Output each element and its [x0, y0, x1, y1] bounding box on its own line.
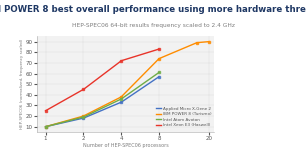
Intel Atom Avoton [44, 126, 47, 128]
Line: Applied Micro X-Gene 2: Applied Micro X-Gene 2 [46, 77, 159, 127]
IBM POWER 8 (Turismo) [50, 124, 54, 126]
Intel Xeon E3 (Haswell) [48, 107, 52, 109]
Text: HEP-SPEC06 64-bit results frequency scaled to 2.4 GHz: HEP-SPEC06 64-bit results frequency scal… [72, 23, 234, 28]
IBM POWER 8 (Turismo) [87, 112, 91, 114]
IBM POWER 8 (Turismo) [54, 123, 57, 125]
Applied Micro X-Gene 2 [151, 80, 155, 82]
Intel Atom Avoton [65, 120, 69, 122]
Text: IBM POWER 8 best overall performance using more hardware threads: IBM POWER 8 best overall performance usi… [0, 5, 306, 14]
Applied Micro X-Gene 2 [74, 119, 78, 121]
IBM POWER 8 (Turismo) [207, 41, 211, 43]
Applied Micro X-Gene 2 [65, 121, 69, 123]
X-axis label: Number of HEP-SPEC06 processors: Number of HEP-SPEC06 processors [83, 143, 168, 148]
Applied Micro X-Gene 2 [50, 124, 54, 126]
IBM POWER 8 (Turismo) [193, 42, 197, 44]
Line: Intel Atom Avoton: Intel Atom Avoton [46, 72, 159, 127]
Intel Atom Avoton [157, 71, 161, 73]
Applied Micro X-Gene 2 [48, 125, 52, 127]
Intel Xeon E3 (Haswell) [74, 93, 78, 95]
Intel Xeon E3 (Haswell) [50, 106, 54, 108]
Applied Micro X-Gene 2 [147, 82, 151, 84]
Intel Atom Avoton [48, 125, 52, 127]
Line: IBM POWER 8 (Turismo): IBM POWER 8 (Turismo) [46, 42, 209, 127]
Applied Micro X-Gene 2 [44, 126, 47, 128]
Intel Atom Avoton [147, 78, 151, 80]
Intel Xeon E3 (Haswell) [65, 98, 69, 100]
IBM POWER 8 (Turismo) [74, 117, 78, 119]
Intel Xeon E3 (Haswell) [147, 51, 151, 53]
IBM POWER 8 (Turismo) [199, 41, 203, 43]
Applied Micro X-Gene 2 [157, 76, 161, 78]
Intel Xeon E3 (Haswell) [151, 50, 155, 52]
Intel Atom Avoton [50, 124, 54, 126]
Line: Intel Xeon E3 (Haswell): Intel Xeon E3 (Haswell) [46, 49, 159, 111]
Intel Atom Avoton [74, 118, 78, 120]
IBM POWER 8 (Turismo) [44, 126, 47, 128]
Legend: Applied Micro X-Gene 2, IBM POWER 8 (Turismo), Intel Atom Avoton, Intel Xeon E3 : Applied Micro X-Gene 2, IBM POWER 8 (Tur… [155, 106, 212, 128]
Intel Atom Avoton [151, 75, 155, 77]
Intel Xeon E3 (Haswell) [44, 110, 47, 112]
Y-axis label: HEP-SPEC06 (normalized, frequency scaled): HEP-SPEC06 (normalized, frequency scaled… [20, 39, 24, 129]
Intel Xeon E3 (Haswell) [157, 48, 161, 50]
